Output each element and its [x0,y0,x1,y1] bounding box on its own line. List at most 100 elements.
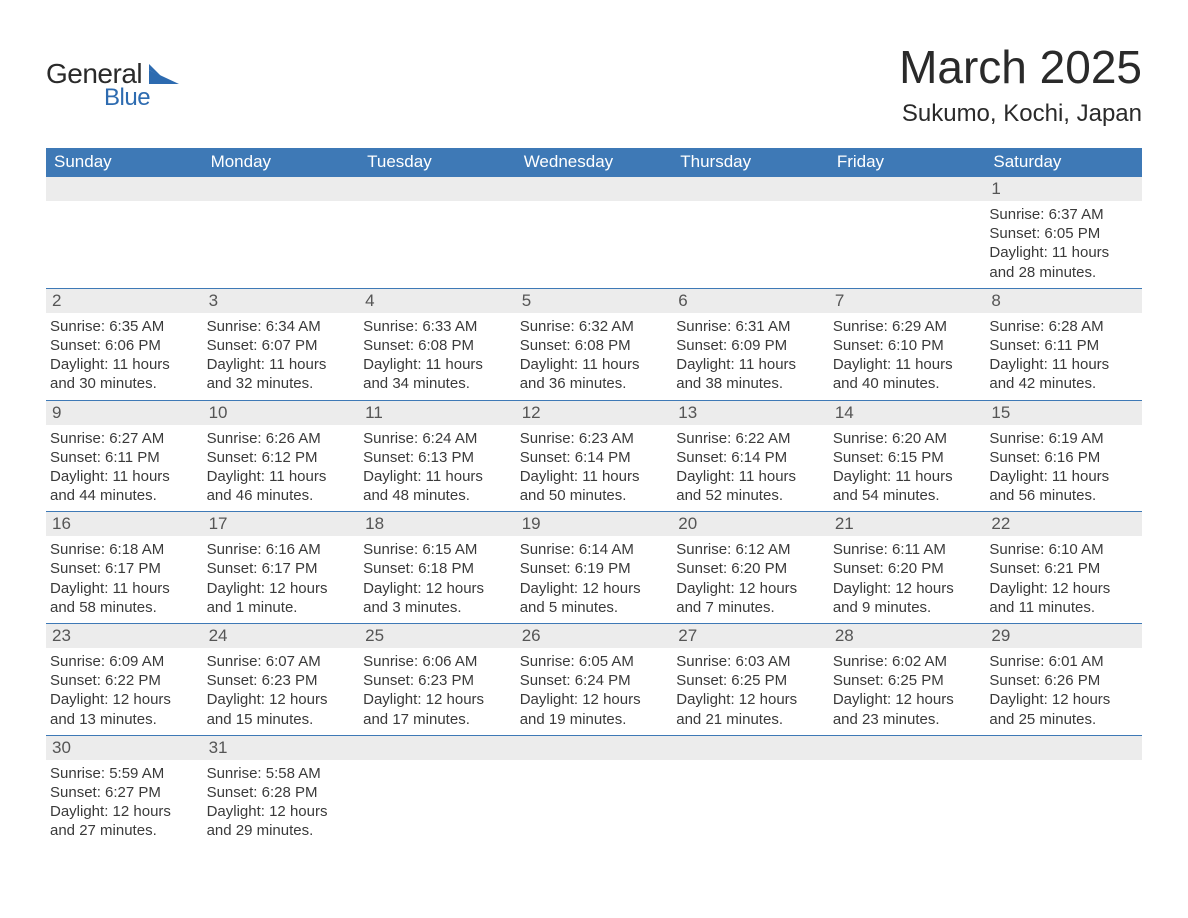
day-body: Sunrise: 6:26 AMSunset: 6:12 PMDaylight:… [203,425,360,512]
sunrise-text: Sunrise: 6:12 AM [676,540,825,559]
day-cell: 21Sunrise: 6:11 AMSunset: 6:20 PMDayligh… [829,512,986,624]
day-cell: 12Sunrise: 6:23 AMSunset: 6:14 PMDayligh… [516,400,673,512]
day-number: 6 [672,289,829,313]
day-body: Sunrise: 5:59 AMSunset: 6:27 PMDaylight:… [46,760,203,847]
day-cell: 24Sunrise: 6:07 AMSunset: 6:23 PMDayligh… [203,624,360,736]
day-cell: 9Sunrise: 6:27 AMSunset: 6:11 PMDaylight… [46,400,203,512]
sunset-text: Sunset: 6:20 PM [833,559,982,578]
day-number: 8 [985,289,1142,313]
day-body: Sunrise: 6:34 AMSunset: 6:07 PMDaylight:… [203,313,360,400]
day-number [672,736,829,760]
sunrise-text: Sunrise: 6:11 AM [833,540,982,559]
day-cell [985,735,1142,846]
day-number [985,736,1142,760]
day-cell: 26Sunrise: 6:05 AMSunset: 6:24 PMDayligh… [516,624,673,736]
sunrise-text: Sunrise: 6:26 AM [207,429,356,448]
sunrise-text: Sunrise: 6:16 AM [207,540,356,559]
sunset-text: Sunset: 6:20 PM [676,559,825,578]
day-body: Sunrise: 6:09 AMSunset: 6:22 PMDaylight:… [46,648,203,735]
day-cell: 14Sunrise: 6:20 AMSunset: 6:15 PMDayligh… [829,400,986,512]
daylight-text: Daylight: 12 hours and 1 minute. [207,579,356,617]
sunset-text: Sunset: 6:10 PM [833,336,982,355]
day-body: Sunrise: 6:16 AMSunset: 6:17 PMDaylight:… [203,536,360,623]
day-cell: 13Sunrise: 6:22 AMSunset: 6:14 PMDayligh… [672,400,829,512]
sunrise-text: Sunrise: 6:01 AM [989,652,1138,671]
sunrise-text: Sunrise: 6:15 AM [363,540,512,559]
day-cell: 25Sunrise: 6:06 AMSunset: 6:23 PMDayligh… [359,624,516,736]
day-number [46,177,203,201]
day-cell: 8Sunrise: 6:28 AMSunset: 6:11 PMDaylight… [985,288,1142,400]
sunset-text: Sunset: 6:26 PM [989,671,1138,690]
day-number: 19 [516,512,673,536]
logo-flag-icon [149,64,179,89]
sunrise-text: Sunrise: 6:32 AM [520,317,669,336]
daylight-text: Daylight: 11 hours and 58 minutes. [50,579,199,617]
day-body [985,760,1142,780]
daylight-text: Daylight: 11 hours and 34 minutes. [363,355,512,393]
week-row: 16Sunrise: 6:18 AMSunset: 6:17 PMDayligh… [46,512,1142,624]
sunset-text: Sunset: 6:14 PM [676,448,825,467]
day-body: Sunrise: 6:15 AMSunset: 6:18 PMDaylight:… [359,536,516,623]
day-cell: 23Sunrise: 6:09 AMSunset: 6:22 PMDayligh… [46,624,203,736]
sunset-text: Sunset: 6:14 PM [520,448,669,467]
day-number: 26 [516,624,673,648]
day-body: Sunrise: 6:31 AMSunset: 6:09 PMDaylight:… [672,313,829,400]
sunset-text: Sunset: 6:18 PM [363,559,512,578]
day-cell: 11Sunrise: 6:24 AMSunset: 6:13 PMDayligh… [359,400,516,512]
sunset-text: Sunset: 6:25 PM [676,671,825,690]
day-cell: 1Sunrise: 6:37 AMSunset: 6:05 PMDaylight… [985,177,1142,289]
day-body: Sunrise: 6:02 AMSunset: 6:25 PMDaylight:… [829,648,986,735]
day-number: 27 [672,624,829,648]
sunrise-text: Sunrise: 6:07 AM [207,652,356,671]
day-body: Sunrise: 5:58 AMSunset: 6:28 PMDaylight:… [203,760,360,847]
day-number: 16 [46,512,203,536]
day-header: Friday [829,148,986,177]
day-header: Tuesday [359,148,516,177]
day-number: 25 [359,624,516,648]
sunset-text: Sunset: 6:17 PM [207,559,356,578]
day-number [203,177,360,201]
daylight-text: Daylight: 11 hours and 46 minutes. [207,467,356,505]
week-row: 2Sunrise: 6:35 AMSunset: 6:06 PMDaylight… [46,288,1142,400]
sunrise-text: Sunrise: 6:34 AM [207,317,356,336]
day-body: Sunrise: 6:05 AMSunset: 6:24 PMDaylight:… [516,648,673,735]
sunrise-text: Sunrise: 6:03 AM [676,652,825,671]
day-number [516,736,673,760]
day-number: 7 [829,289,986,313]
day-number: 10 [203,401,360,425]
day-body [829,760,986,780]
week-row: 1Sunrise: 6:37 AMSunset: 6:05 PMDaylight… [46,177,1142,289]
day-body: Sunrise: 6:11 AMSunset: 6:20 PMDaylight:… [829,536,986,623]
sunset-text: Sunset: 6:28 PM [207,783,356,802]
sunset-text: Sunset: 6:23 PM [207,671,356,690]
day-body: Sunrise: 6:22 AMSunset: 6:14 PMDaylight:… [672,425,829,512]
day-body [359,201,516,221]
day-body [672,760,829,780]
day-cell: 7Sunrise: 6:29 AMSunset: 6:10 PMDaylight… [829,288,986,400]
daylight-text: Daylight: 11 hours and 56 minutes. [989,467,1138,505]
week-row: 30Sunrise: 5:59 AMSunset: 6:27 PMDayligh… [46,735,1142,846]
day-cell: 16Sunrise: 6:18 AMSunset: 6:17 PMDayligh… [46,512,203,624]
sunset-text: Sunset: 6:27 PM [50,783,199,802]
day-body [516,201,673,221]
day-number: 24 [203,624,360,648]
day-cell [359,735,516,846]
day-number: 22 [985,512,1142,536]
day-number [359,736,516,760]
day-number: 20 [672,512,829,536]
day-body: Sunrise: 6:20 AMSunset: 6:15 PMDaylight:… [829,425,986,512]
sunrise-text: Sunrise: 6:06 AM [363,652,512,671]
day-body: Sunrise: 6:10 AMSunset: 6:21 PMDaylight:… [985,536,1142,623]
sunrise-text: Sunrise: 6:33 AM [363,317,512,336]
day-body: Sunrise: 6:35 AMSunset: 6:06 PMDaylight:… [46,313,203,400]
day-cell: 5Sunrise: 6:32 AMSunset: 6:08 PMDaylight… [516,288,673,400]
day-body: Sunrise: 6:12 AMSunset: 6:20 PMDaylight:… [672,536,829,623]
daylight-text: Daylight: 11 hours and 48 minutes. [363,467,512,505]
sunset-text: Sunset: 6:08 PM [363,336,512,355]
location: Sukumo, Kochi, Japan [899,100,1142,128]
sunrise-text: Sunrise: 6:22 AM [676,429,825,448]
day-cell: 3Sunrise: 6:34 AMSunset: 6:07 PMDaylight… [203,288,360,400]
day-number: 31 [203,736,360,760]
sunset-text: Sunset: 6:09 PM [676,336,825,355]
sunset-text: Sunset: 6:25 PM [833,671,982,690]
